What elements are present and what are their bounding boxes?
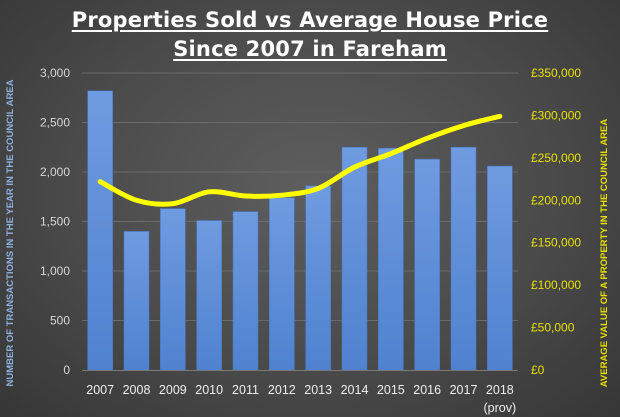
left-axis-tick-label: 1,000 bbox=[40, 264, 70, 278]
left-axis-tick-label: 2,500 bbox=[40, 116, 70, 130]
x-axis-tick-label: 2014 bbox=[341, 383, 369, 397]
x-axis-tick-label: 2008 bbox=[123, 383, 151, 397]
x-axis-tick-label: 2017 bbox=[450, 383, 478, 397]
bar-2012 bbox=[269, 197, 295, 371]
left-axis-tick-label: 1,500 bbox=[40, 215, 70, 229]
x-axis-tick-label: 2013 bbox=[304, 383, 332, 397]
left-axis-tick-label: 0 bbox=[63, 363, 70, 377]
bar-2009 bbox=[160, 208, 186, 371]
bar-2016 bbox=[414, 158, 440, 371]
bar-2010 bbox=[196, 220, 222, 371]
right-axis-tick-label: £200,000 bbox=[531, 193, 581, 207]
bar-2011 bbox=[232, 211, 259, 371]
x-axis-tick-label: 2016 bbox=[413, 383, 441, 397]
x-axis-tick-label: 2009 bbox=[159, 383, 187, 397]
bar-2008 bbox=[123, 231, 150, 371]
bar-2015 bbox=[378, 147, 404, 371]
right-axis-tick-label: £50,000 bbox=[531, 321, 575, 335]
left-axis-title: NUMBER OF TRANSACTIONS IN THE YEAR IN TH… bbox=[5, 79, 16, 386]
bar-2013 bbox=[305, 185, 331, 371]
right-axis-tick-label: £350,000 bbox=[531, 66, 581, 80]
left-axis-tick-label: 3,000 bbox=[40, 66, 70, 80]
x-axis-tick-label: 2012 bbox=[268, 383, 296, 397]
right-axis-tick-label: £100,000 bbox=[531, 278, 581, 292]
right-axis-tick-label: £150,000 bbox=[531, 236, 581, 250]
x-axis-tick-sublabel: (prov) bbox=[484, 401, 517, 415]
right-axis-title: AVERAGE VALUE OF A PROPERTY IN THE COUNC… bbox=[599, 119, 610, 388]
chart-title-line-1: Properties Sold vs Average House Price bbox=[71, 8, 549, 32]
right-axis-tick-label: £300,000 bbox=[531, 108, 581, 122]
price-line bbox=[97, 113, 503, 207]
right-axis-tick-label: £0 bbox=[531, 363, 545, 377]
x-axis-tick-label: 2015 bbox=[377, 383, 405, 397]
right-axis-tick-label: £250,000 bbox=[531, 151, 581, 165]
bar-2014 bbox=[341, 146, 368, 371]
x-axis-tick-label: 2018 bbox=[486, 383, 514, 397]
x-axis-tick-label: 2007 bbox=[86, 383, 114, 397]
bar-2007 bbox=[87, 90, 113, 371]
chart-title-line-2: Since 2007 in Fareham bbox=[173, 37, 447, 61]
bar-2017 bbox=[450, 146, 477, 371]
bar-2018 bbox=[487, 165, 513, 371]
left-axis-tick-label: 2,000 bbox=[40, 165, 70, 179]
x-axis-tick-label: 2011 bbox=[232, 383, 259, 397]
left-axis-tick-label: 500 bbox=[50, 314, 70, 328]
x-axis-tick-label: 2010 bbox=[195, 383, 223, 397]
